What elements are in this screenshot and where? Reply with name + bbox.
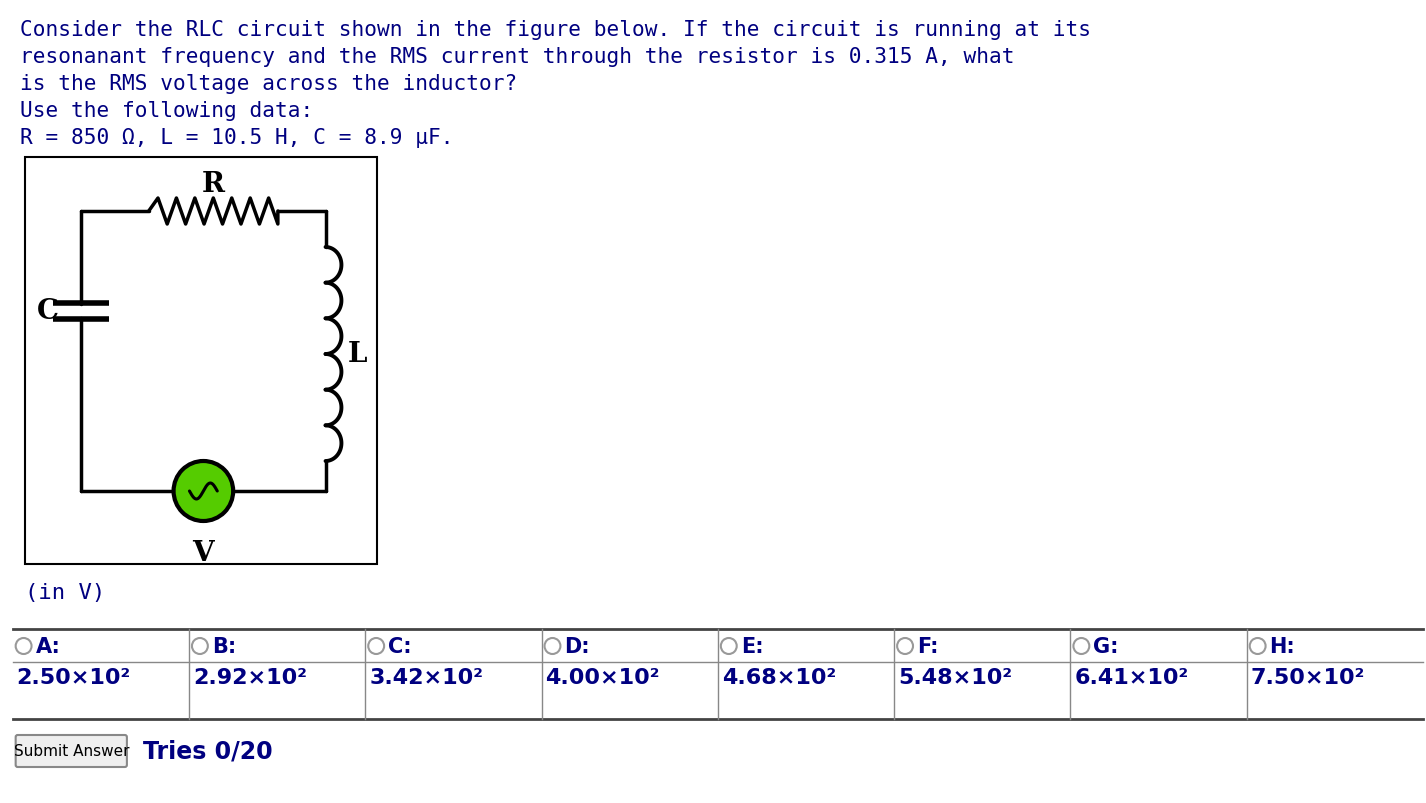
- Text: Consider the RLC circuit shown in the figure below. If the circuit is running at: Consider the RLC circuit shown in the fi…: [20, 20, 1091, 40]
- Text: 4.00×10²: 4.00×10²: [546, 667, 660, 687]
- Text: D:: D:: [565, 636, 590, 656]
- FancyBboxPatch shape: [16, 735, 127, 767]
- Circle shape: [1074, 638, 1089, 654]
- Circle shape: [174, 462, 234, 521]
- Text: 7.50×10²: 7.50×10²: [1251, 667, 1365, 687]
- Text: 6.41×10²: 6.41×10²: [1074, 667, 1189, 687]
- Text: C: C: [37, 298, 58, 325]
- Text: is the RMS voltage across the inductor?: is the RMS voltage across the inductor?: [20, 74, 516, 94]
- Text: 2.92×10²: 2.92×10²: [193, 667, 307, 687]
- Circle shape: [1249, 638, 1266, 654]
- Text: (in V): (in V): [24, 582, 106, 602]
- Circle shape: [720, 638, 737, 654]
- Text: 5.48×10²: 5.48×10²: [898, 667, 1012, 687]
- Circle shape: [193, 638, 208, 654]
- Text: A:: A:: [36, 636, 60, 656]
- Circle shape: [545, 638, 560, 654]
- Text: C:: C:: [388, 636, 412, 656]
- Circle shape: [368, 638, 384, 654]
- Bar: [24, 158, 378, 565]
- Text: F:: F:: [917, 636, 938, 656]
- Text: 3.42×10²: 3.42×10²: [369, 667, 483, 687]
- Text: 2.50×10²: 2.50×10²: [17, 667, 131, 687]
- Text: G:: G:: [1094, 636, 1119, 656]
- Text: Tries 0/20: Tries 0/20: [143, 739, 272, 763]
- Text: Use the following data:: Use the following data:: [20, 101, 312, 120]
- Text: H:: H:: [1269, 636, 1295, 656]
- Text: E:: E:: [740, 636, 763, 656]
- Text: Submit Answer: Submit Answer: [13, 744, 128, 759]
- Text: V: V: [193, 540, 214, 566]
- Circle shape: [16, 638, 31, 654]
- Text: B:: B:: [212, 636, 237, 656]
- Text: L: L: [348, 341, 366, 368]
- Text: 4.68×10²: 4.68×10²: [722, 667, 836, 687]
- Circle shape: [897, 638, 913, 654]
- Text: resonanant frequency and the RMS current through the resistor is 0.315 A, what: resonanant frequency and the RMS current…: [20, 47, 1014, 67]
- Text: R = 850 Ω, L = 10.5 H, C = 8.9 μF.: R = 850 Ω, L = 10.5 H, C = 8.9 μF.: [20, 128, 453, 148]
- Text: R: R: [202, 171, 225, 198]
